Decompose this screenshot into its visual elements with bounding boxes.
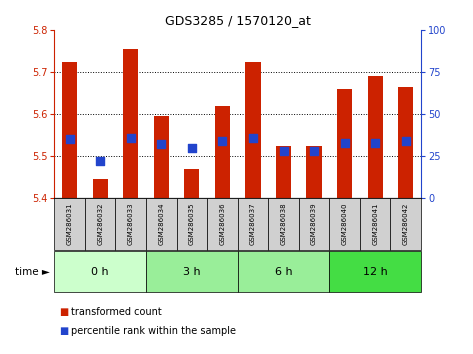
Text: 0 h: 0 h — [91, 267, 109, 277]
Text: 6 h: 6 h — [275, 267, 292, 277]
Bar — [307, 146, 322, 198]
Bar — [360, 198, 390, 250]
Text: GSM286036: GSM286036 — [219, 202, 226, 245]
Text: percentile rank within the sample: percentile rank within the sample — [71, 326, 236, 336]
Bar — [398, 87, 413, 198]
Text: transformed count: transformed count — [71, 307, 162, 316]
Bar — [268, 198, 299, 250]
Bar — [368, 76, 383, 198]
Bar — [184, 169, 200, 198]
Point — [96, 159, 104, 164]
Bar — [337, 89, 352, 198]
Text: GSM286042: GSM286042 — [403, 203, 409, 245]
Bar — [146, 251, 237, 292]
Point — [158, 142, 165, 147]
Bar — [215, 106, 230, 198]
Text: 3 h: 3 h — [183, 267, 201, 277]
Text: GSM286031: GSM286031 — [67, 202, 73, 245]
Text: 12 h: 12 h — [363, 267, 387, 277]
Text: ■: ■ — [59, 307, 69, 316]
Text: GSM286034: GSM286034 — [158, 202, 164, 245]
Bar — [62, 62, 77, 198]
Point — [310, 148, 318, 154]
Bar — [245, 62, 261, 198]
Bar — [237, 198, 268, 250]
Text: GSM286037: GSM286037 — [250, 202, 256, 245]
Bar — [207, 198, 237, 250]
Bar — [54, 198, 85, 250]
Bar — [85, 198, 115, 250]
Bar — [390, 198, 421, 250]
Point — [188, 145, 196, 151]
Point — [219, 138, 226, 144]
Bar — [115, 198, 146, 250]
Bar — [54, 251, 146, 292]
Text: GSM286039: GSM286039 — [311, 202, 317, 245]
Bar — [237, 251, 329, 292]
Bar — [146, 198, 176, 250]
Text: GSM286040: GSM286040 — [342, 202, 348, 245]
Bar — [329, 198, 360, 250]
Text: ■: ■ — [59, 326, 69, 336]
Bar — [123, 49, 139, 198]
Point — [371, 140, 379, 145]
Point — [66, 137, 73, 142]
Bar — [93, 179, 108, 198]
Text: GSM286033: GSM286033 — [128, 202, 134, 245]
Text: GSM286035: GSM286035 — [189, 202, 195, 245]
Text: GSM286032: GSM286032 — [97, 202, 103, 245]
Point — [402, 138, 410, 144]
Point — [280, 148, 287, 154]
Point — [341, 140, 349, 145]
Bar — [176, 198, 207, 250]
Point — [249, 135, 257, 141]
Bar — [154, 116, 169, 198]
Bar — [329, 251, 421, 292]
Text: GDS3285 / 1570120_at: GDS3285 / 1570120_at — [165, 13, 311, 27]
Bar — [276, 146, 291, 198]
Bar — [299, 198, 329, 250]
Text: time ►: time ► — [15, 267, 50, 277]
Text: GSM286038: GSM286038 — [280, 202, 287, 245]
Point — [127, 135, 134, 141]
Text: GSM286041: GSM286041 — [372, 202, 378, 245]
